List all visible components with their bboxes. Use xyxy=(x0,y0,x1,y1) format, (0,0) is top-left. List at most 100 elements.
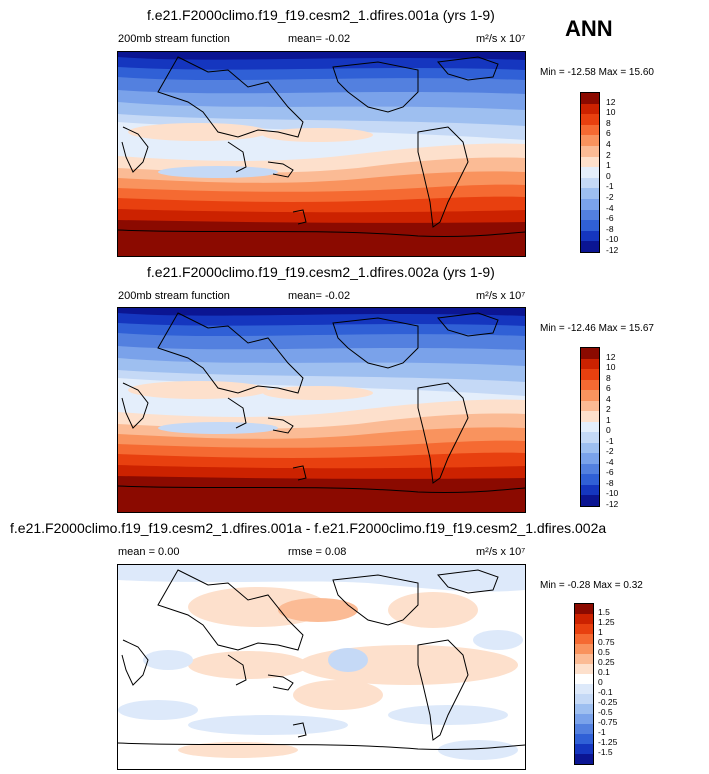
colorbar-tick-label: 6 xyxy=(606,128,611,139)
panel-3-map xyxy=(117,564,526,770)
colorbar-tick-label: -6 xyxy=(606,213,614,224)
colorbar-swatch xyxy=(581,230,599,242)
panel-1-mean-label: mean= -0.02 xyxy=(288,33,351,45)
colorbar-tick-label: 12 xyxy=(606,351,616,362)
colorbar-tick-label: -8 xyxy=(606,477,614,488)
colorbar-tick-label: 1.25 xyxy=(598,617,615,627)
colorbar-tick-label: -12 xyxy=(606,499,619,509)
colorbar-swatch xyxy=(581,93,599,104)
panel-1-minmax: Min = -12.58 Max = 15.60 xyxy=(540,67,654,78)
colorbar-tick-label: 12 xyxy=(606,96,616,107)
panel-3-colorbar-labels: 1.5 1.25 1 0.75 0.5 0.25 0.1 0 -0.1 -0.25 -0.5 -0.7… xyxy=(598,603,638,763)
colorbar-swatch xyxy=(581,411,599,422)
colorbar-tick-label: -0.25 xyxy=(598,697,618,707)
colorbar-swatch xyxy=(581,103,599,115)
panel-2-mean-label: mean= -0.02 xyxy=(288,290,351,302)
colorbar-swatch xyxy=(575,614,593,624)
panel-2-colorbar xyxy=(580,347,600,507)
colorbar-swatch xyxy=(581,114,599,125)
panel-1-colorbar xyxy=(580,92,600,253)
colorbar-swatch xyxy=(581,241,599,252)
panel-3-rmse-label: rmse = 0.08 xyxy=(288,546,347,558)
colorbar-tick-label: 10 xyxy=(606,107,616,118)
colorbar-swatch xyxy=(575,664,593,674)
colorbar-swatch xyxy=(575,604,593,614)
panel-3-mean-label: mean = 0.00 xyxy=(118,546,180,558)
colorbar-swatch xyxy=(581,146,599,157)
colorbar-swatch xyxy=(581,199,599,210)
colorbar-swatch xyxy=(581,400,599,412)
colorbar-tick-label: -0.5 xyxy=(598,707,613,717)
colorbar-swatch xyxy=(581,390,599,401)
colorbar-tick-label: 4 xyxy=(606,139,611,149)
colorbar-swatch xyxy=(575,654,593,664)
panel-2-minmax: Min = -12.46 Max = 15.67 xyxy=(540,323,654,334)
colorbar-swatch xyxy=(575,694,593,704)
panel-2-map xyxy=(117,307,526,513)
colorbar-swatch xyxy=(575,754,593,764)
colorbar-swatch xyxy=(575,744,593,754)
colorbar-swatch xyxy=(581,369,599,380)
colorbar-swatch xyxy=(581,124,599,136)
colorbar-tick-label: 1.5 xyxy=(598,607,610,617)
colorbar-tick-label: -1.5 xyxy=(598,747,613,757)
colorbar-swatch xyxy=(581,177,599,189)
colorbar-swatch xyxy=(575,724,593,734)
colorbar-tick-label: 10 xyxy=(606,362,616,373)
colorbar-tick-label: 8 xyxy=(606,372,611,383)
colorbar-tick-label: 1 xyxy=(606,160,611,171)
colorbar-tick-label: -1.25 xyxy=(598,737,618,747)
colorbar-tick-label: 0 xyxy=(598,677,603,687)
panel-3-colorbar xyxy=(574,603,594,765)
panel-2-colorbar-labels: 12 10 8 6 4 2 1 0 -1 -2 -4 -6 -8 -10 -12 xyxy=(606,347,646,509)
colorbar-swatch xyxy=(575,704,593,714)
panel-1-units: m²/s x 10⁷ xyxy=(476,33,526,45)
colorbar-swatch xyxy=(581,442,599,454)
colorbar-swatch xyxy=(581,495,599,506)
colorbar-swatch xyxy=(575,684,593,694)
colorbar-tick-label: -2 xyxy=(606,192,614,202)
colorbar-swatch xyxy=(581,209,599,221)
colorbar-tick-label: 2 xyxy=(606,404,611,415)
colorbar-tick-label: -1 xyxy=(598,727,606,737)
colorbar-swatch xyxy=(575,624,593,634)
colorbar-tick-label: 0.75 xyxy=(598,637,615,647)
colorbar-tick-label: -1 xyxy=(606,435,614,446)
colorbar-swatch xyxy=(575,714,593,724)
colorbar-tick-label: -0.75 xyxy=(598,717,618,727)
panel-3-minmax: Min = -0.28 Max = 0.32 xyxy=(540,580,643,591)
colorbar-tick-label: -2 xyxy=(606,446,614,457)
colorbar-tick-label: 4 xyxy=(606,393,611,404)
colorbar-tick-label: -12 xyxy=(606,245,619,255)
colorbar-tick-label: -0.1 xyxy=(598,687,613,697)
colorbar-swatch xyxy=(581,188,599,199)
colorbar-swatch xyxy=(581,348,599,359)
colorbar-tick-label: -10 xyxy=(606,234,619,245)
colorbar-tick-label: 0 xyxy=(606,425,611,436)
colorbar-swatch xyxy=(581,432,599,443)
colorbar-tick-label: -10 xyxy=(606,488,619,499)
panel-3-units: m²/s x 10⁷ xyxy=(476,546,526,558)
colorbar-tick-label: 8 xyxy=(606,117,611,128)
colorbar-tick-label: -8 xyxy=(606,223,614,234)
colorbar-swatch xyxy=(581,379,599,391)
colorbar-tick-label: 6 xyxy=(606,383,611,394)
season-label: ANN xyxy=(565,16,613,41)
colorbar-swatch xyxy=(575,674,593,684)
panel-2-title: f.e21.F2000climo.f19_f19.cesm2_1.dfires.… xyxy=(147,264,495,280)
colorbar-tick-label: -1 xyxy=(606,181,614,192)
colorbar-tick-label: 1 xyxy=(598,627,603,637)
colorbar-swatch xyxy=(581,135,599,146)
colorbar-tick-label: -4 xyxy=(606,202,614,213)
panel-3-title: f.e21.F2000climo.f19_f19.cesm2_1.dfires.… xyxy=(10,520,607,536)
panel-2-units: m²/s x 10⁷ xyxy=(476,290,526,302)
colorbar-swatch xyxy=(575,644,593,654)
panel-1-map xyxy=(117,51,526,257)
colorbar-swatch xyxy=(575,734,593,744)
colorbar-tick-label: -6 xyxy=(606,467,614,478)
colorbar-swatch xyxy=(575,634,593,644)
colorbar-swatch xyxy=(581,220,599,231)
colorbar-tick-label: 1 xyxy=(606,414,611,425)
panel-1-title: f.e21.F2000climo.f19_f19.cesm2_1.dfires.… xyxy=(147,7,495,23)
colorbar-swatch xyxy=(581,484,599,496)
